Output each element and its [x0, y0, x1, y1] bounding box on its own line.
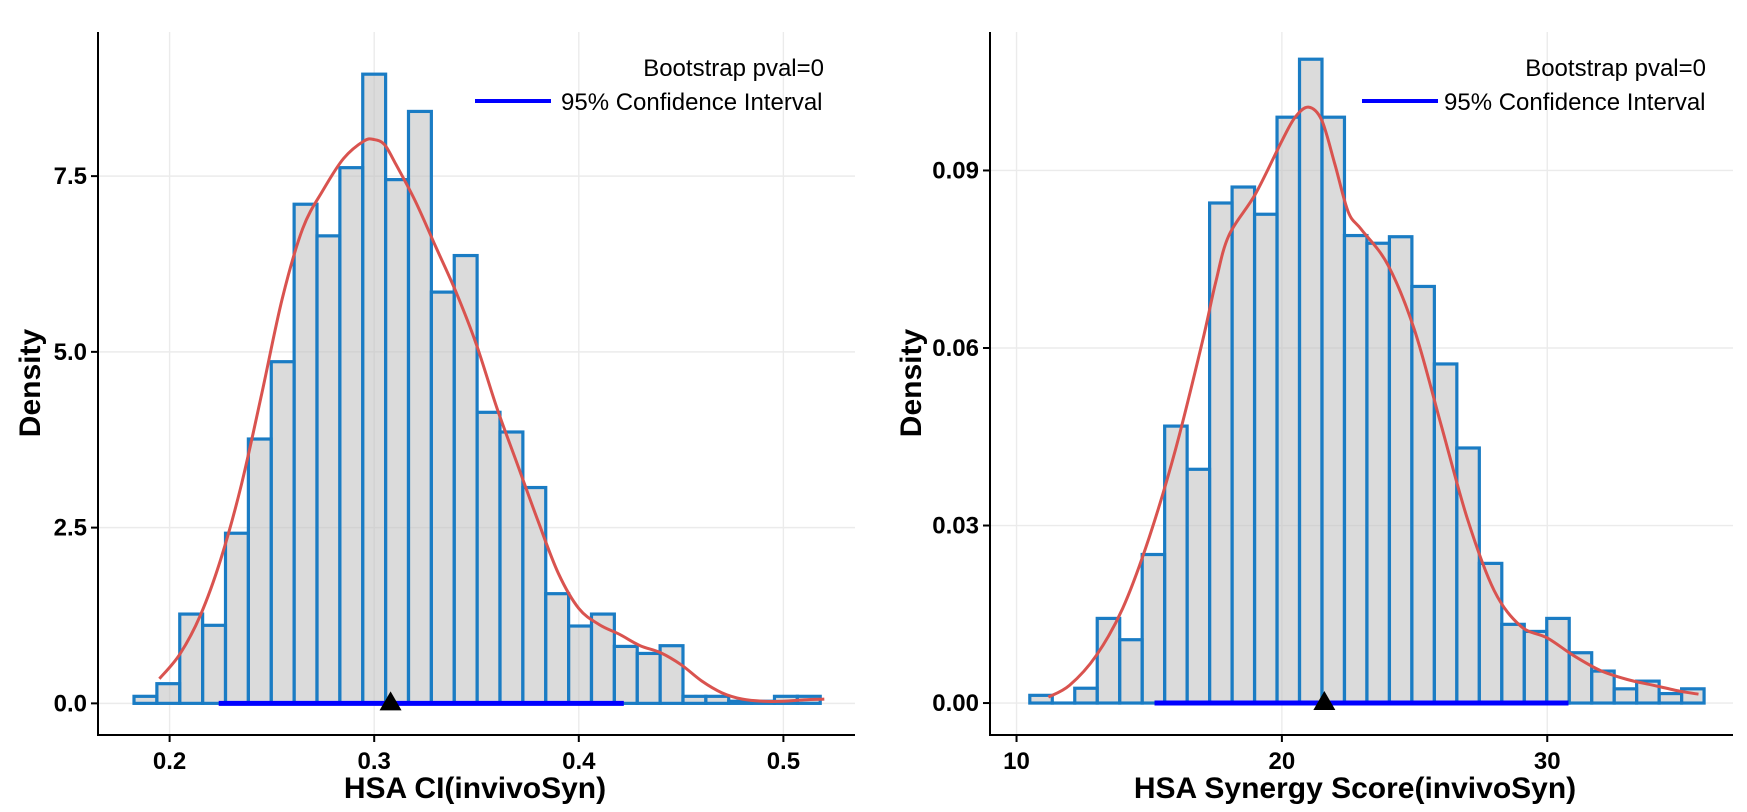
- left-histogram-bar: [681, 694, 708, 705]
- right-axes: [989, 32, 1733, 736]
- left-histogram-bar: [246, 437, 273, 705]
- left-histogram-bar: [201, 623, 228, 705]
- right-chart-panel: 10 20 30 0.00 0.03 0.06 0.09 HSA Synergy Scor…: [895, 32, 1733, 805]
- right-y-tick-label: 0.00: [932, 690, 979, 717]
- right-histogram-bar: [1500, 622, 1526, 705]
- left-histogram-bar: [132, 694, 159, 705]
- right-histogram-bar: [1275, 115, 1302, 705]
- left-histogram-bar: [635, 651, 662, 705]
- left-histogram-bars: [132, 72, 822, 705]
- right-x-tick-label: 10: [1003, 748, 1030, 775]
- left-histogram-bar: [338, 166, 365, 705]
- right-axis-lines: [989, 32, 1733, 736]
- right-histogram-bar: [1410, 284, 1436, 705]
- left-chart-panel: 0.2 0.3 0.4 0.5 0.0 2.5 5.0 7.5 HSA CI(invivoS…: [14, 32, 855, 805]
- left-x-ticks: 0.2 0.3 0.4 0.5: [153, 735, 800, 775]
- left-histogram-bar: [178, 612, 205, 705]
- left-axis-lines: [97, 32, 855, 736]
- left-histogram-bar: [521, 485, 548, 705]
- left-histogram-bar: [567, 624, 594, 705]
- right-histogram-bar: [1140, 552, 1167, 705]
- left-y-tick-label: 7.5: [54, 163, 87, 190]
- right-x-axis-title: HSA Synergy Score(invivoSyn): [1134, 772, 1576, 805]
- right-histogram-bar: [1252, 212, 1279, 705]
- right-x-ticks: 10 20 30: [1003, 735, 1561, 775]
- left-histogram-bar: [361, 72, 388, 705]
- left-histogram-bar: [452, 253, 479, 705]
- left-histogram-bar: [269, 360, 296, 705]
- left-x-tick-label: 0.5: [767, 748, 800, 775]
- left-legend: Bootstrap pval=0 95% Confidence Interval: [475, 55, 824, 116]
- left-density-curve: [158, 137, 825, 703]
- right-y-tick-label: 0.06: [932, 335, 979, 362]
- left-y-ticks: 0.0 2.5 5.0 7.5: [54, 163, 98, 717]
- right-legend: Bootstrap pval=0 95% Confidence Interval: [1362, 55, 1706, 116]
- left-histogram-bar: [544, 592, 571, 705]
- right-histogram-bar: [1297, 57, 1324, 705]
- right-histogram-bar: [1230, 185, 1257, 705]
- left-legend-pval-text: Bootstrap pval=0: [643, 55, 824, 82]
- left-histogram-bar: [429, 290, 456, 705]
- right-point-estimate-marker: [1313, 691, 1336, 711]
- right-x-tick-label: 20: [1269, 748, 1296, 775]
- left-axes: [97, 32, 855, 736]
- right-legend-ci-label: 95% Confidence Interval: [1444, 89, 1706, 116]
- left-y-tick-label: 5.0: [54, 339, 87, 366]
- right-histogram-bar: [1163, 424, 1189, 705]
- left-point-estimate-marker: [379, 691, 402, 711]
- left-histogram-bar: [704, 694, 731, 705]
- right-histogram-bar: [1657, 691, 1684, 705]
- right-histogram-bar: [1342, 233, 1369, 705]
- right-histogram-bar: [1545, 616, 1571, 705]
- left-y-tick-label: 2.5: [54, 515, 87, 542]
- right-histogram-bar: [1028, 693, 1054, 705]
- right-histogram-bar: [1455, 446, 1481, 705]
- right-histogram-bar: [1208, 201, 1234, 705]
- right-histogram-bar: [1118, 638, 1144, 705]
- right-histogram-bar: [1612, 687, 1639, 705]
- left-histogram-bar: [612, 644, 639, 705]
- right-histogram-bar: [1185, 467, 1212, 705]
- right-density-curve: [1047, 105, 1699, 699]
- right-histogram-bar: [1320, 115, 1347, 705]
- right-histogram-bar: [1365, 241, 1392, 705]
- right-histogram-bar: [1095, 616, 1122, 705]
- right-legend-pval-text: Bootstrap pval=0: [1525, 55, 1706, 82]
- right-y-ticks: 0.00 0.03 0.06 0.09: [932, 157, 990, 717]
- right-histogram-bar: [1073, 686, 1099, 705]
- left-legend-ci-label: 95% Confidence Interval: [561, 89, 823, 116]
- right-y-tick-label: 0.09: [932, 157, 979, 184]
- left-x-tick-label: 0.3: [358, 748, 391, 775]
- left-histogram-bar: [658, 644, 685, 705]
- left-x-tick-label: 0.4: [562, 748, 596, 775]
- left-histogram-bar: [223, 531, 250, 705]
- left-x-axis-title: HSA CI(invivoSyn): [344, 772, 606, 805]
- left-histogram-bar: [292, 202, 319, 705]
- left-x-tick-label: 0.2: [153, 748, 186, 775]
- right-y-tick-label: 0.03: [932, 513, 979, 540]
- right-histogram-bar: [1522, 629, 1549, 705]
- left-histogram-bar: [155, 682, 182, 705]
- right-histogram-bar: [1387, 235, 1414, 705]
- left-histogram-bar: [315, 234, 342, 705]
- left-y-tick-label: 0.0: [54, 690, 87, 717]
- left-histogram-bar: [384, 178, 411, 705]
- right-y-axis-title: Density: [895, 329, 928, 438]
- left-histogram-bar: [406, 109, 433, 705]
- left-histogram-bar: [475, 410, 502, 705]
- right-x-tick-label: 30: [1534, 748, 1561, 775]
- left-y-axis-title: Density: [14, 329, 47, 438]
